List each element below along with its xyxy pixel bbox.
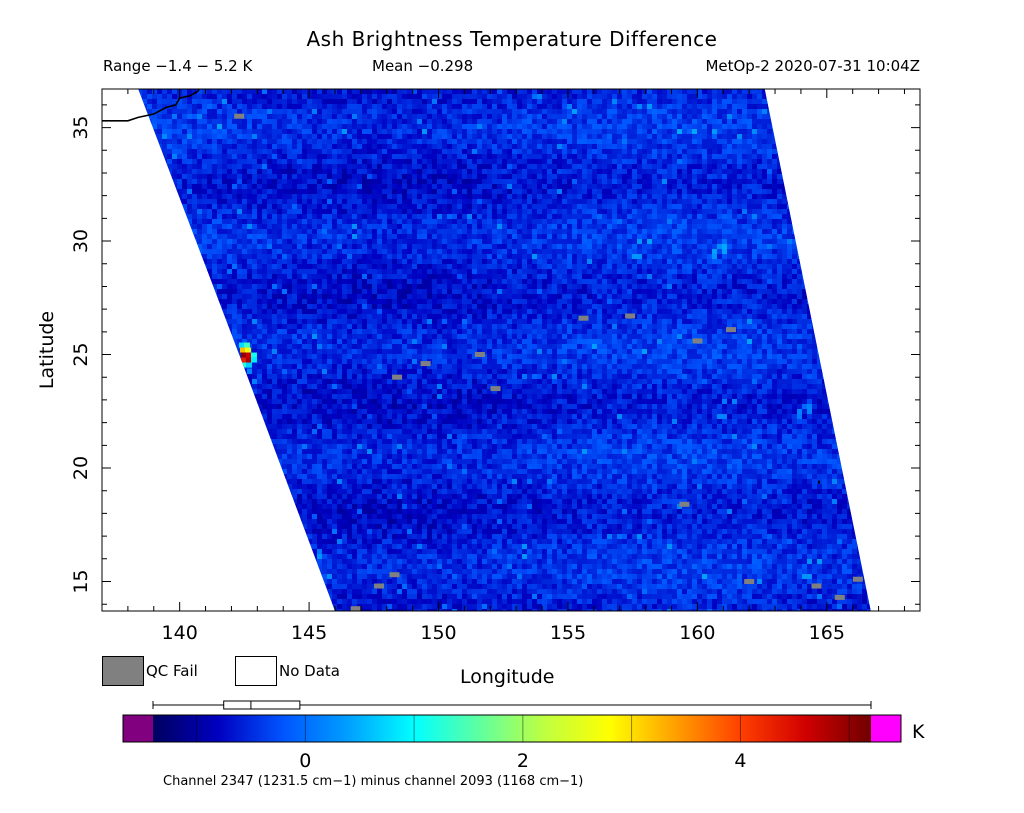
x-tick-label: 145 [291,622,327,644]
x-axis-label: Longitude [460,666,555,688]
colorbar-tick-label: 4 [734,750,746,772]
qc-fail-swatch [102,656,144,686]
iqr-box [223,700,301,710]
swath-cells [147,234,152,239]
hotspot-pixel [250,352,257,358]
y-tick-label: 15 [70,569,92,593]
swath-cells [317,554,322,559]
swath-cells [138,89,871,609]
qc-fail-pixel [374,583,384,589]
y-tick-label: 35 [70,115,92,139]
swath-cells [138,104,871,609]
swath-cells [138,89,871,611]
swath-cells [807,559,812,564]
swath-cells [592,344,597,349]
hotspot-pixel [245,352,252,358]
hotspot-pixel [240,362,247,368]
swath-cells [647,239,652,244]
x-tick-label: 140 [162,622,198,644]
channel-note: Channel 2347 (1231.5 cm−1) minus channel… [163,774,584,789]
hotspot-pixel [245,357,252,363]
qc-fail-pixel [692,338,703,344]
y-tick-label: 20 [70,456,92,480]
swath-cells [138,124,871,609]
swath-cells [138,89,871,611]
qc-fail-pixel [625,313,636,319]
hotspot-pixel [250,357,257,363]
qc-fail-label: QC Fail [146,662,198,680]
hotspot-pixel [239,347,246,353]
qc-fail-pixel [852,576,863,582]
qc-fail-pixel [474,352,485,357]
colorbar-frame [122,714,902,743]
qc-fail-pixel [855,395,866,401]
qc-fail-pixel [832,386,843,392]
swath-cells [138,99,871,611]
qc-fail-pixel [389,572,400,578]
qc-fail-pixel [392,374,403,380]
range-text: Range −1.4 − 5.2 K [103,57,253,75]
x-tick-label: 150 [420,622,456,644]
qc-fail-pixel [811,583,822,589]
qc-fail-pixel [834,594,845,600]
hotspot-pixel [238,342,245,348]
hotspot-pixel [240,357,247,363]
axis-ticks [101,89,920,611]
hotspot-pixel [240,352,247,358]
qc-fail-pixel [234,113,245,119]
swath-group [102,89,871,611]
mean-text: Mean −0.298 [372,57,474,75]
hotspot-pixel [245,362,252,368]
qc-fail-pixel [726,327,736,333]
colorbar-unit-label: K [912,721,925,743]
y-axis-label: Latitude [36,311,58,389]
no-data-label: No Data [279,662,340,680]
colorbar-gridlines [196,715,850,742]
colorbar: 0 2 4 K [122,700,925,772]
swath-cells [837,374,842,379]
chart-title: Ash Brightness Temperature Difference [306,27,718,51]
x-tick-label: 165 [809,622,845,644]
swath-cells [138,109,871,589]
qc-fail-pixel [350,606,361,611]
x-tick-label: 160 [679,622,715,644]
colorbar-tick-label: 0 [299,750,311,772]
colorbar-over [871,715,901,742]
island-dot [818,480,821,484]
colorbar-gradient [153,715,871,742]
qc-fail-pixel [490,386,501,392]
colorbar-tick-label: 2 [517,750,529,772]
hotspot-pixel [244,347,251,353]
no-data-swatch [235,656,277,686]
swath-cells [372,399,397,409]
qc-fail-pixel [679,501,690,507]
colorbar-under [123,715,153,742]
qc-fail-pixel [744,579,755,584]
map-layer [102,89,871,611]
hotspot-pixel [243,342,250,348]
swath-cells [692,129,697,134]
axes-layer: 140 145 150 155 160 165 15 20 25 30 35 Latitude [36,88,921,644]
swath-cells [138,94,871,611]
swath-pixels [138,89,871,611]
qc-fail-pixel [578,315,589,321]
y-tick-label: 25 [70,342,92,366]
swath-cells [407,289,412,294]
coastline [102,89,201,122]
plot-frame [101,88,921,612]
swath-cells [138,89,871,589]
satellite-datetime-text: MetOp-2 2020-07-31 10:04Z [705,57,920,75]
qc-fail-pixel [420,361,431,367]
x-tick-label: 155 [550,622,586,644]
y-tick-label: 30 [70,229,92,253]
swath-cells [642,349,647,354]
swath-cells [637,239,642,244]
